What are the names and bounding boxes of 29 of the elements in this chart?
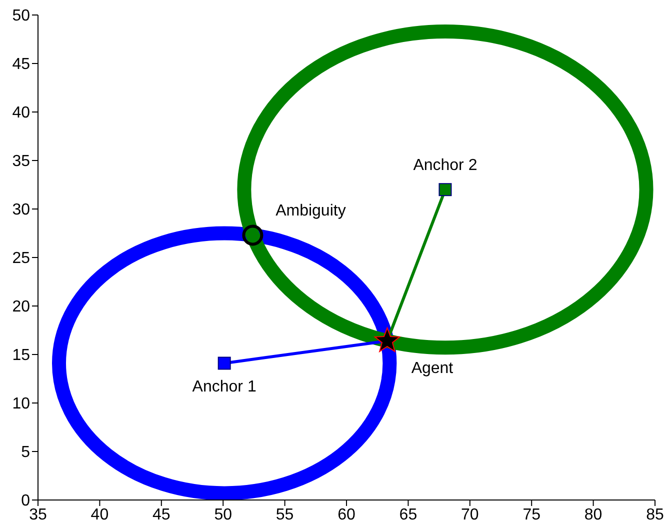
x-tick-label: 80 bbox=[584, 506, 602, 524]
y-tick-label: 0 bbox=[21, 492, 30, 510]
x-tick-label: 75 bbox=[522, 506, 541, 524]
x-tick-label: 40 bbox=[90, 506, 109, 524]
x-tick-label: 50 bbox=[214, 506, 232, 524]
series-label: Anchor 2 bbox=[413, 156, 478, 174]
point bbox=[218, 356, 231, 370]
y-tick-label: 5 bbox=[21, 444, 30, 462]
y-tick-label: 35 bbox=[12, 153, 30, 170]
x-tick-label: 70 bbox=[461, 506, 479, 524]
x-tick-label: 65 bbox=[399, 506, 418, 524]
x-tick-label: 85 bbox=[646, 506, 664, 524]
y-tick-label: 30 bbox=[12, 202, 30, 219]
y-tick-label: 25 bbox=[12, 250, 30, 268]
x-tick-label: 55 bbox=[276, 506, 294, 524]
y-tick-label: 40 bbox=[12, 104, 30, 122]
point bbox=[438, 183, 452, 196]
series-label: Ambiguity bbox=[276, 202, 346, 220]
point bbox=[374, 327, 400, 352]
x-tick-label: 60 bbox=[338, 506, 356, 524]
x-tick-label: 45 bbox=[152, 506, 170, 524]
series-label: Agent bbox=[411, 360, 454, 378]
series-label: Anchor 1 bbox=[192, 378, 256, 396]
point bbox=[242, 224, 264, 246]
y-tick-label: 15 bbox=[12, 347, 30, 364]
y-tick-label: 20 bbox=[12, 298, 30, 316]
y-tick-label: 50 bbox=[12, 8, 30, 25]
y-tick-label: 10 bbox=[12, 396, 30, 413]
y-tick-label: 45 bbox=[12, 56, 30, 74]
